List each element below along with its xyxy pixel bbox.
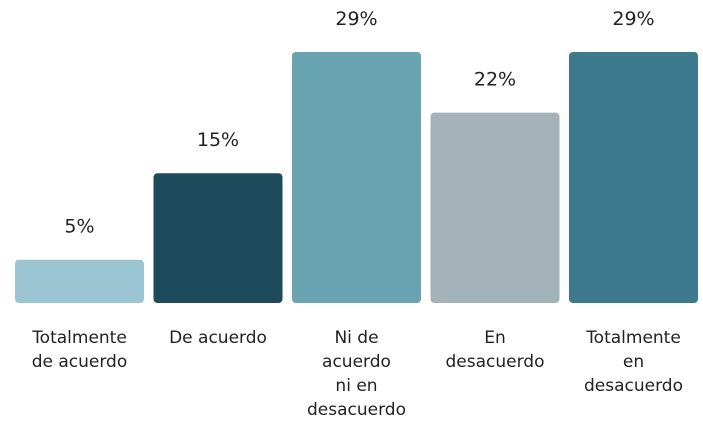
data-label-2: 15%: [197, 129, 239, 151]
bar-3: [292, 52, 421, 303]
bar-4: [430, 112, 560, 303]
data-label-1: 5%: [64, 216, 94, 238]
category-label-5: Totalmente en desacuerdo: [584, 328, 683, 396]
category-label-1: Totalmente de acuerdo: [31, 328, 127, 372]
category-label-2: De acuerdo: [169, 328, 267, 348]
bars-group: [15, 52, 698, 303]
bar-5: [569, 52, 698, 303]
category-labels-group: Totalmente de acuerdo De acuerdo Ni de acuer…: [31, 328, 683, 420]
data-labels-group: 5% 15% 29% 22% 29%: [64, 8, 654, 238]
data-label-3: 29%: [335, 8, 377, 30]
category-label-3: Ni de acuerdo ni en desacuerdo: [307, 328, 406, 420]
bar-2: [153, 173, 283, 303]
data-label-4: 22%: [474, 69, 516, 91]
data-label-5: 29%: [612, 8, 654, 30]
category-label-4: En desacuerdo: [446, 328, 545, 372]
bar-1: [15, 259, 144, 303]
